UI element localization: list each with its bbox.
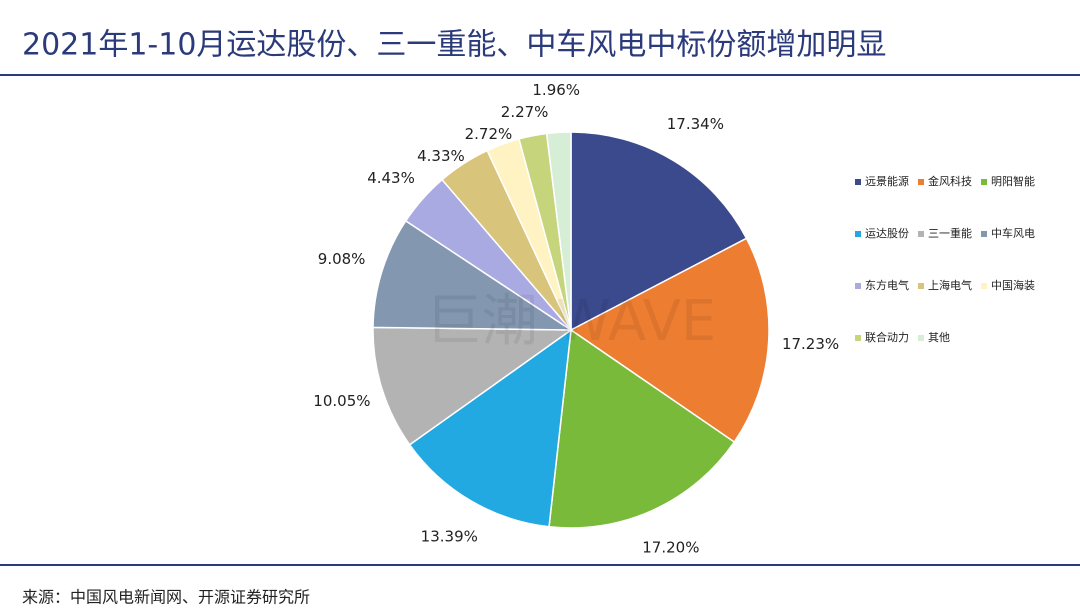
legend-label: 金风科技 [928,174,972,188]
legend-label: 运达股份 [865,227,909,240]
legend-swatch [981,283,987,289]
data-label: 2.27% [501,103,549,121]
pie-slice [569,237,770,444]
legend-label: 上海电气 [928,278,972,292]
data-label: 17.20% [642,539,699,557]
data-label: 17.34% [667,115,724,133]
legend-swatch [918,283,924,289]
legend-swatch [855,179,861,185]
data-label: 10.05% [313,392,370,410]
pie-slice [372,326,574,446]
legend-swatch [855,231,861,237]
pie-slice [548,328,736,529]
data-label: 4.33% [417,147,465,165]
legend-label: 远景能源 [865,174,909,188]
legend-label: 中车风电 [991,226,1035,240]
legend-swatch [918,179,924,185]
pie-slice [570,131,748,332]
watermark: 巨潮 WAVE [426,289,717,354]
legend-swatch [981,179,987,185]
legend-label: 中国海装 [991,278,1035,292]
pie-slice [408,328,572,528]
legend-swatch [855,335,861,341]
legend-swatch [855,283,861,289]
legend-label: 其他 [928,331,950,344]
pie-slice [372,219,574,331]
legend-label: 三一重能 [928,226,972,240]
data-label: 17.23% [782,335,839,353]
data-label: 13.39% [421,527,478,545]
legend-label: 东方电气 [865,278,909,292]
legend-label: 联合动力 [865,330,909,344]
pie-slice [545,131,572,331]
legend-swatch [981,231,987,237]
data-label: 1.96% [532,81,580,99]
data-label: 2.72% [465,125,513,143]
legend-swatch [918,335,924,341]
source-note: 来源：中国风电新闻网、开源证券研究所 [22,588,310,607]
legend-label: 明阳智能 [991,174,1035,188]
legend-swatch [918,231,924,237]
data-label: 4.43% [367,169,415,187]
data-label: 9.08% [318,250,366,268]
chart-title: 2021年1-10月运达股份、三一重能、中车风电中标份额增加明显 [22,28,886,63]
